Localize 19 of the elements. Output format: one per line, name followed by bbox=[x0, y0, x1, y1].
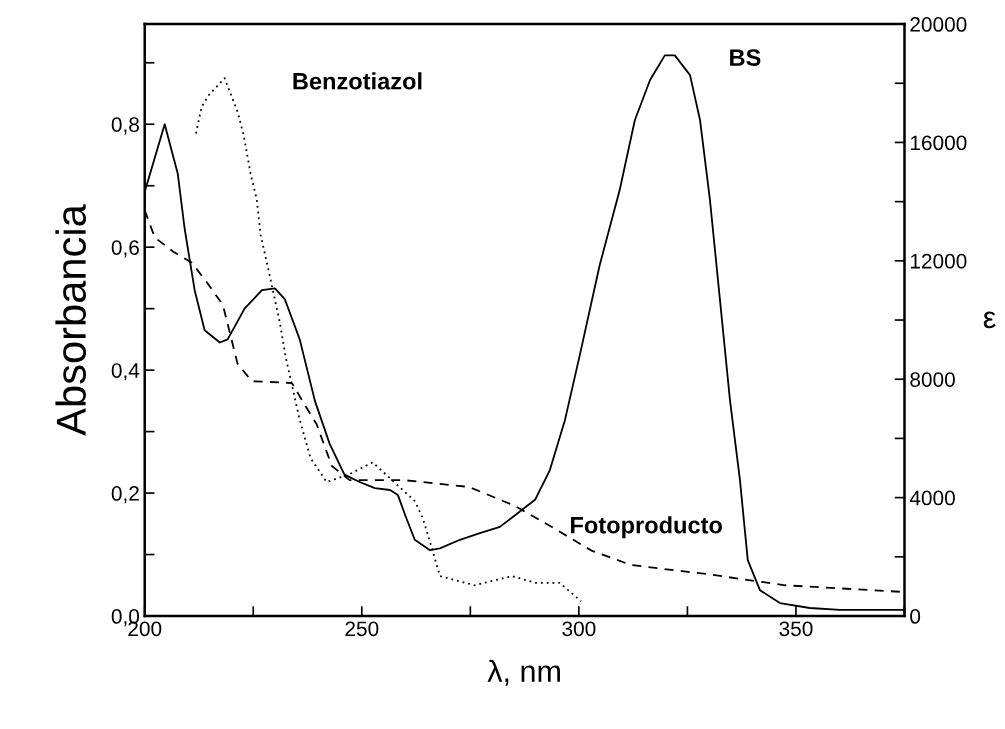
x-tick-label: 350 bbox=[779, 621, 813, 637]
y-tick-label: 0,6 bbox=[111, 240, 139, 258]
y2-tick-label: 20000 bbox=[910, 17, 967, 32]
text: Benzotiazol bbox=[293, 72, 422, 90]
y2-tick-label: 8000 bbox=[910, 372, 955, 387]
x-tick-label: 250 bbox=[345, 621, 379, 637]
y-tick-label: 0,8 bbox=[111, 117, 139, 135]
series-label: BS bbox=[730, 49, 761, 66]
y2-tick-label: 4000 bbox=[909, 490, 955, 506]
x-tick-label: 300 bbox=[562, 621, 596, 637]
y2-tick-label: 12000 bbox=[910, 253, 967, 269]
y2-tick-label: 0 bbox=[910, 609, 921, 624]
series-label: Fotoproducto bbox=[571, 516, 722, 539]
x-axis-title: λ, nm bbox=[487, 659, 560, 686]
y-tick-label: 0,2 bbox=[111, 486, 139, 504]
y2-tick-label: 16000 bbox=[910, 135, 967, 151]
y-axis-title: Absorbancia bbox=[55, 204, 86, 436]
y2-axis-title: ε bbox=[983, 311, 996, 329]
y-tick-label: 0,4 bbox=[111, 363, 140, 381]
